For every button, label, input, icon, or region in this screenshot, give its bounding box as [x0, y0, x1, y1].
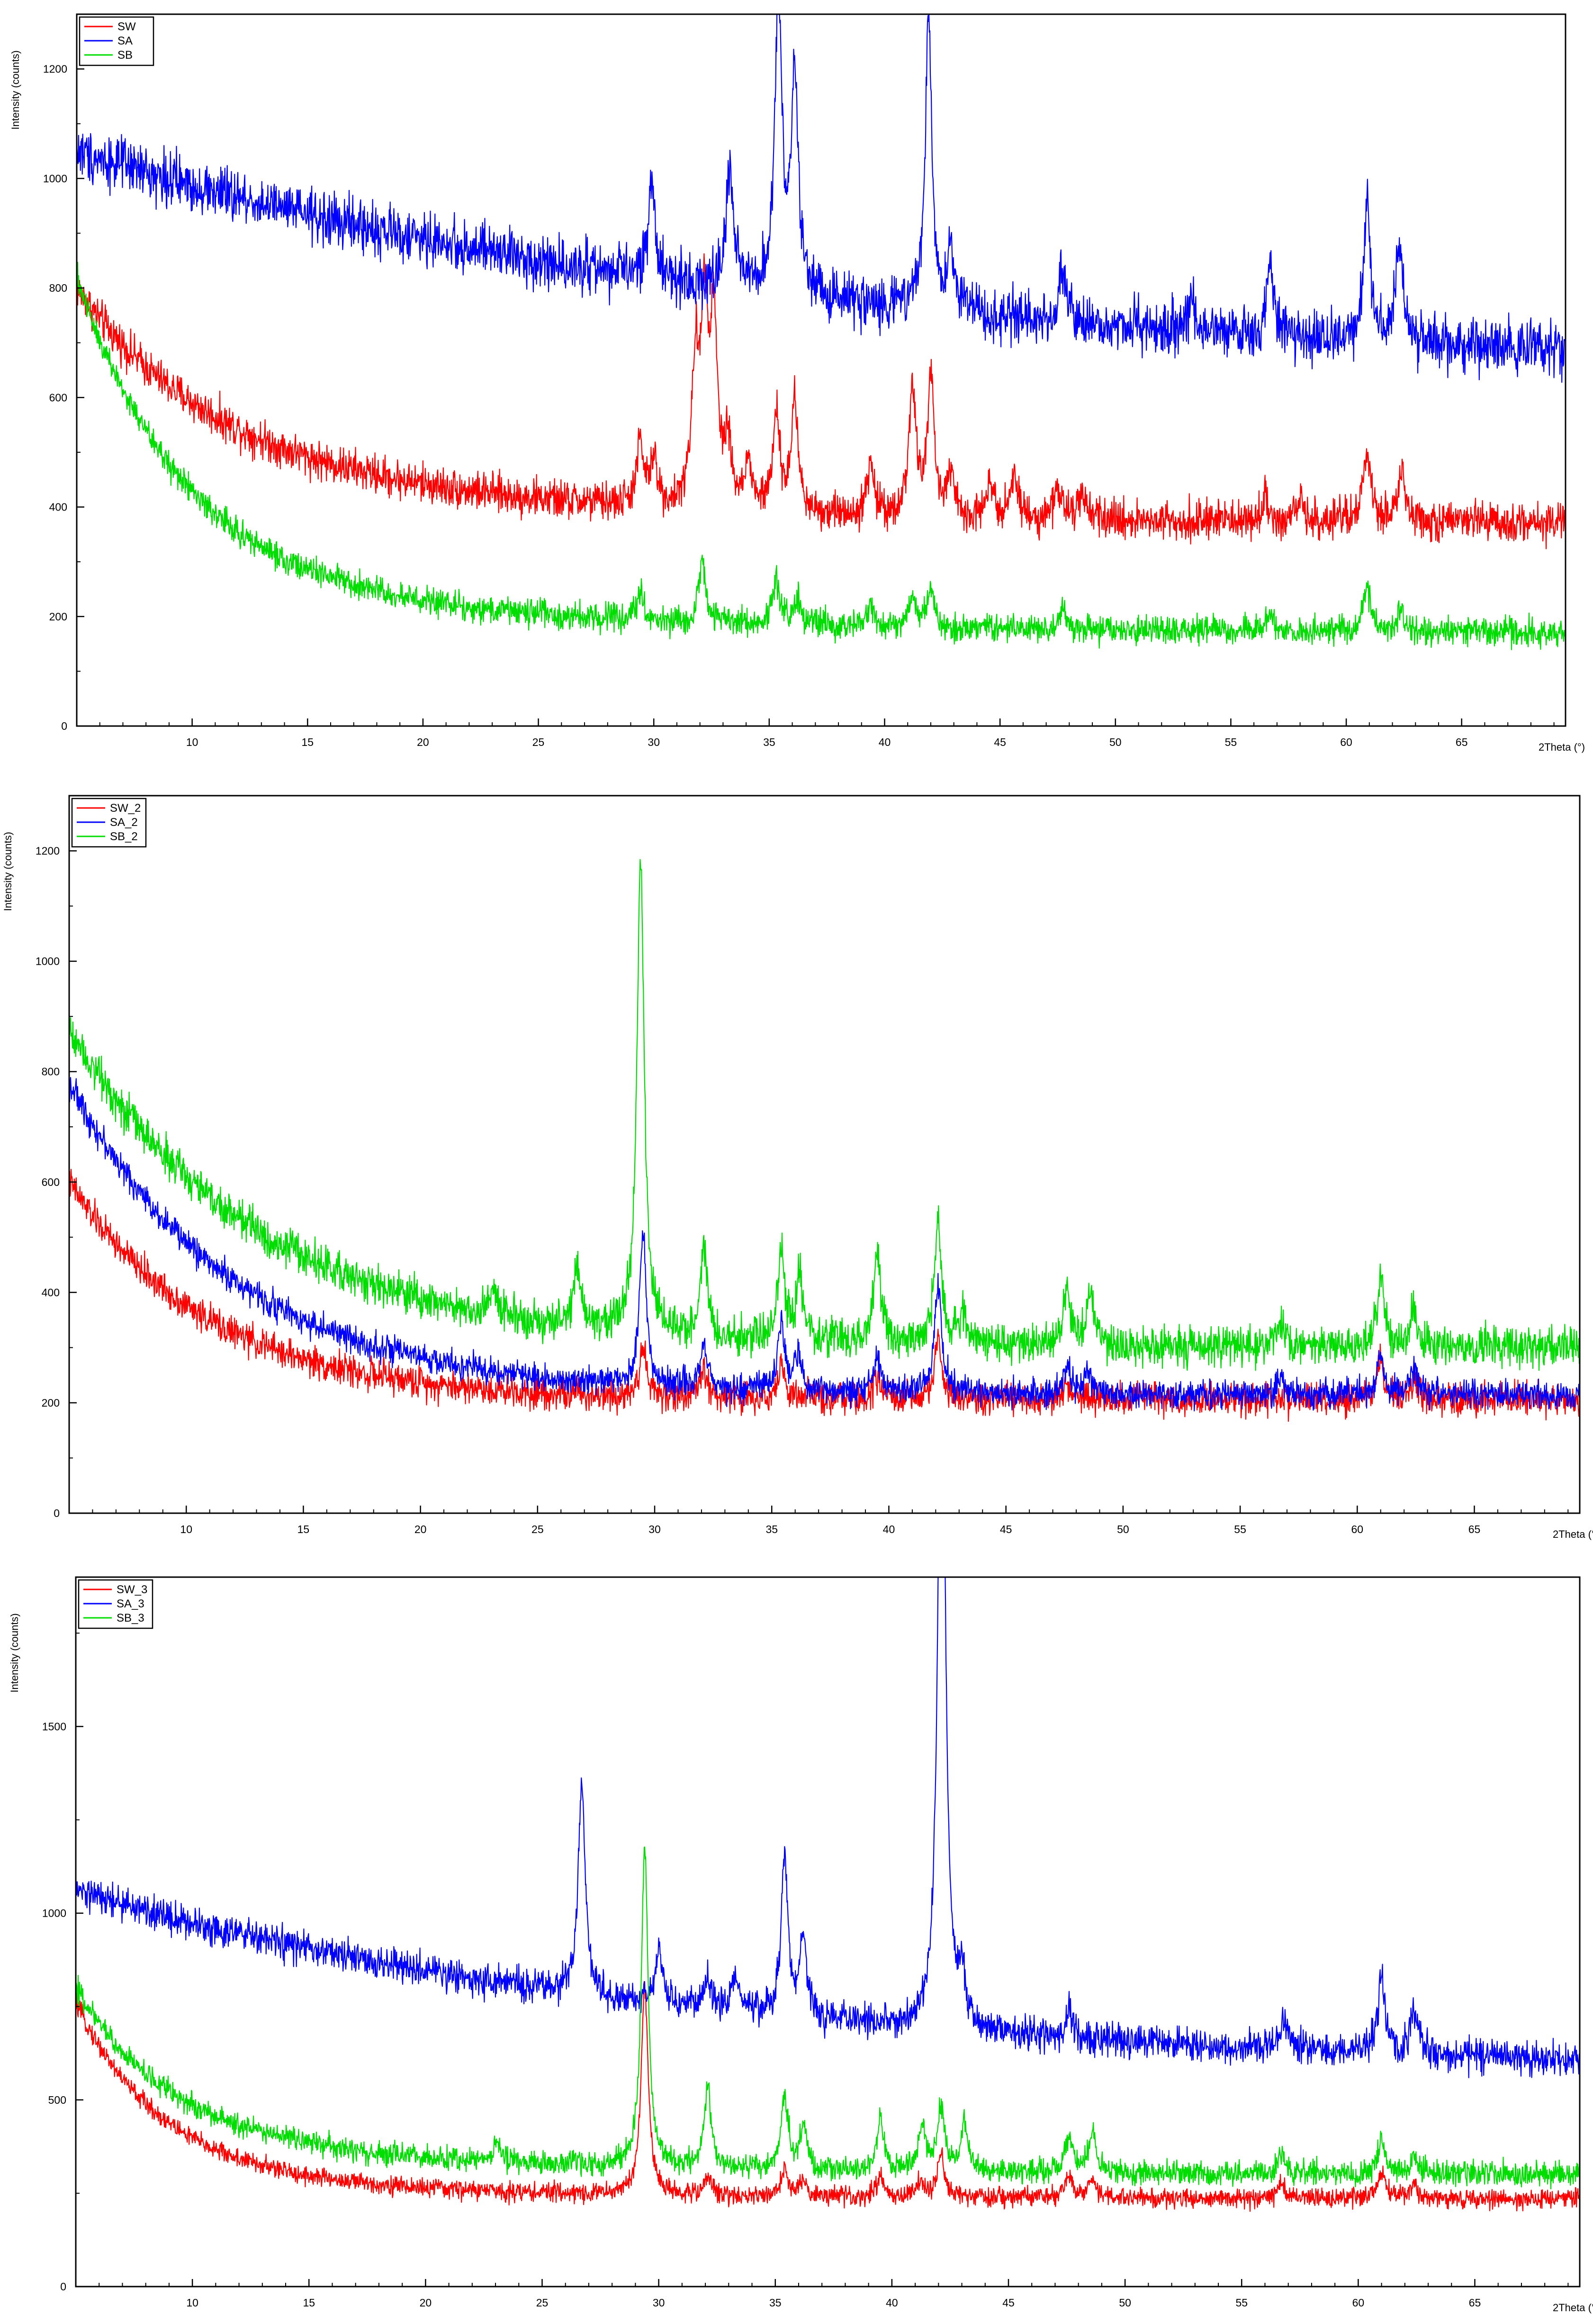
y-tick-label: 200 [42, 1397, 60, 1409]
y-tick-label: 800 [42, 1066, 60, 1078]
x-tick-label: 30 [648, 1523, 661, 1535]
x-tick-label: 10 [186, 736, 198, 748]
y-tick-label: 400 [42, 1286, 60, 1299]
x-tick-label: 25 [531, 1523, 544, 1535]
x-tick-label: 55 [1225, 736, 1237, 748]
x-tick-label: 60 [1352, 2297, 1365, 2309]
x-tick-label: 20 [420, 2297, 432, 2309]
series-line-sw_3 [76, 1981, 1580, 2212]
legend-entry-sa_3: SA_3 [117, 1597, 144, 1610]
plot-frame [75, 1576, 1581, 2288]
legend-entry-sb: SB [117, 49, 133, 62]
x-tick-label: 60 [1340, 736, 1352, 748]
y-tick-label: 200 [49, 610, 67, 623]
x-tick-label: 35 [765, 1523, 778, 1535]
trace-group [69, 859, 1580, 1422]
x-tick-label: 50 [1109, 736, 1122, 748]
legend-entry-sa_2: SA_2 [110, 816, 138, 829]
x-tick-label: 30 [648, 736, 660, 748]
x-tick-label: 20 [414, 1523, 427, 1535]
x-tick-label: 55 [1234, 1523, 1246, 1535]
xrd-panel-1: 10 15 20 25 30 35 40 45 50 55 60 65 0 200 400 600 800 100… [9, 13, 1585, 753]
legend-entry-sw_3: SW_3 [117, 1583, 147, 1596]
series-line-sb_2 [69, 859, 1580, 1371]
x-tick-label: 35 [769, 2297, 782, 2309]
xrd-panel-2: 10 15 20 25 30 35 40 45 50 55 60 65 0 200 400 600 800 100… [2, 795, 1593, 1540]
x-axis-label: 2Theta (°) [1553, 1528, 1593, 1540]
y-tick-label: 1000 [36, 955, 60, 968]
y-tick-label: 1200 [36, 845, 60, 857]
x-tick-label: 55 [1235, 2297, 1248, 2309]
trace-group [76, 1577, 1580, 2212]
y-tick-label: 0 [60, 2280, 66, 2293]
x-tick-label: 15 [301, 736, 314, 748]
y-tick-label: 400 [49, 501, 67, 513]
y-tick-label: 1000 [42, 1907, 66, 1920]
legend: SW SA SB [79, 16, 154, 66]
legend-entry-sb_3: SB_3 [117, 1612, 144, 1624]
x-tick-label: 65 [1456, 736, 1468, 748]
x-tick-label: 15 [303, 2297, 315, 2309]
y-tick-label: 0 [61, 720, 67, 732]
x-tick-label: 10 [180, 1523, 192, 1535]
x-tick-label: 45 [1002, 2297, 1015, 2309]
y-axis-label: Intensity (counts) [9, 50, 21, 130]
legend-entry-sw: SW [117, 20, 136, 33]
x-tick-label: 15 [297, 1523, 310, 1535]
y-tick-label: 1500 [42, 1720, 66, 1732]
x-tick-label: 50 [1119, 2297, 1131, 2309]
legend-entry-sa: SA [117, 35, 133, 47]
x-axis-label: 2Theta (°) [1553, 2302, 1593, 2314]
xrd-panel-3: 10 15 20 25 30 35 40 45 50 55 60 65 0 500 1000 1500 Inte… [9, 1576, 1593, 2314]
series-line-sb_3 [76, 1846, 1580, 2189]
y-tick-label: 1000 [43, 172, 67, 185]
y-tick-label: 600 [49, 391, 67, 404]
x-tick-label: 40 [879, 736, 891, 748]
x-tick-label: 65 [1468, 1523, 1481, 1535]
legend: SW_3SA_3 SB_3 [78, 1579, 153, 1629]
x-tick-label: 65 [1469, 2297, 1481, 2309]
series-line-sw_2 [69, 1168, 1580, 1422]
x-tick-label: 60 [1351, 1523, 1364, 1535]
series-line-sa_2 [69, 1076, 1580, 1412]
x-tick-label: 40 [883, 1523, 895, 1535]
y-axis-label: Intensity (counts) [2, 832, 14, 911]
y-tick-label: 1200 [43, 63, 67, 75]
series-line-sw [77, 253, 1566, 549]
x-tick-label: 35 [763, 736, 775, 748]
x-tick-label: 10 [186, 2297, 198, 2309]
series-line-sb [77, 261, 1566, 650]
y-tick-label: 0 [54, 1507, 60, 1519]
series-line-sa [77, 14, 1566, 383]
x-tick-label: 45 [1000, 1523, 1012, 1535]
x-axis-label: 2Theta (°) [1539, 741, 1585, 753]
x-tick-label: 45 [994, 736, 1006, 748]
y-axis-label: Intensity (counts) [9, 1613, 20, 1693]
x-tick-label: 40 [886, 2297, 898, 2309]
y-tick-label: 600 [42, 1176, 60, 1188]
y-tick-label: 500 [48, 2094, 66, 2106]
x-tick-label: 25 [536, 2297, 549, 2309]
legend-entry-sb_2: SB_2 [110, 830, 138, 843]
x-tick-label: 30 [653, 2297, 665, 2309]
plot-frame [68, 795, 1581, 1514]
legend-entry-sw_2: SW_2 [110, 802, 141, 815]
x-tick-label: 20 [417, 736, 429, 748]
legend: SW_2SA_2SB_2 [71, 798, 147, 848]
x-tick-label: 25 [532, 736, 545, 748]
y-tick-label: 800 [49, 282, 67, 294]
series-line-sa_3 [76, 1577, 1580, 2079]
trace-group [77, 14, 1566, 650]
plot-frame [76, 13, 1566, 727]
x-tick-label: 50 [1117, 1523, 1129, 1535]
